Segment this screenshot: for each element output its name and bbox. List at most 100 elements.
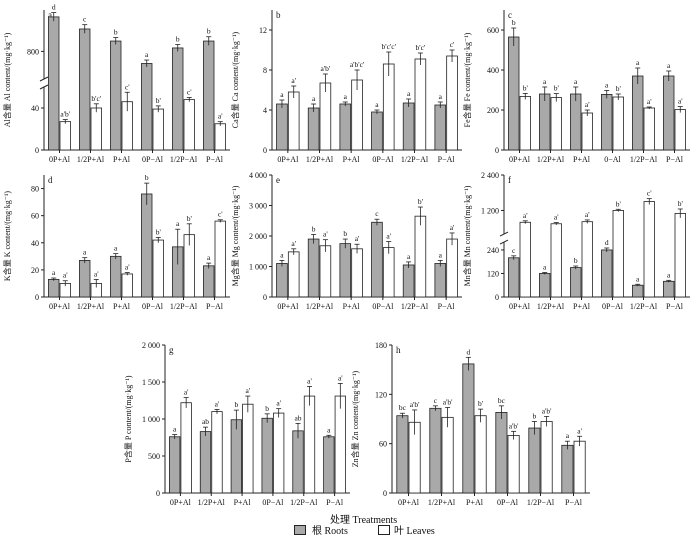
bar-leaves-5 <box>573 440 586 494</box>
significance-letter: a <box>636 58 640 67</box>
significance-letter: a <box>207 253 211 262</box>
bar-leaves-3 <box>152 239 164 298</box>
axis-break-mark <box>499 231 509 237</box>
significance-letter: a <box>344 92 348 101</box>
significance-letter: b' <box>156 96 162 105</box>
y-tick-label: 0 <box>263 293 267 302</box>
bar-leaves-5 <box>214 123 226 151</box>
y-axis-title: Fe含量 Fe content/(mg·kg⁻¹) <box>462 32 472 127</box>
bar-leaves-0 <box>287 251 300 298</box>
y-tick-label: 180 <box>375 341 387 350</box>
bar-leaves-5 <box>674 213 686 298</box>
chart-panel-h: 0 60 120 180 h Zn含量 Zn content/(mg·kg⁻¹) 0P+Al… <box>350 341 590 507</box>
significance-letter: a'b' <box>443 397 453 406</box>
y-tick-label: 0 <box>495 293 499 302</box>
x-tick-label: 1/2P+Al <box>428 498 456 507</box>
x-tick-label: P+Al <box>343 155 361 164</box>
bar-roots-0 <box>48 16 60 151</box>
significance-letter: a' <box>585 100 590 109</box>
y-tick-label: 3 000 <box>249 202 267 211</box>
bar-leaves-1 <box>319 82 332 151</box>
bar-roots-3 <box>601 249 613 298</box>
y-tick-label: 60 <box>379 440 387 449</box>
x-tick-label: 0P−Al <box>602 302 624 311</box>
significance-letter: a'b' <box>410 400 420 409</box>
significance-letter: a' <box>291 76 296 85</box>
bar-roots-5 <box>203 265 215 298</box>
y-tick-label: 0 <box>35 293 39 302</box>
significance-letter: bc <box>399 403 407 412</box>
significance-letter: a' <box>215 399 220 408</box>
significance-letter: b' <box>523 83 529 92</box>
significance-letter: b'c' <box>91 94 101 103</box>
x-tick-label: 1/2P+Al <box>77 155 105 164</box>
significance-letter: a' <box>63 271 68 280</box>
x-tick-label: P+Al <box>466 498 484 507</box>
y-axis-title: Ca含量 Ca content/(mg·kg⁻¹) <box>230 31 240 128</box>
axis-break-mark <box>499 239 509 245</box>
bar-roots-4 <box>402 264 415 298</box>
x-tick-label: P+Al <box>573 302 591 311</box>
significance-letter: a <box>605 80 609 89</box>
x-tick-label: P−Al <box>438 155 456 164</box>
bar-roots-1 <box>307 107 320 151</box>
y-tick-label: 2 000 <box>142 341 160 350</box>
panel-label: g <box>169 345 174 355</box>
significance-letter: a' <box>678 97 683 106</box>
x-tick-label: 1/2P+Al <box>537 302 565 311</box>
y-axis-title: Mg含量 Mg content/(mg·kg⁻¹) <box>230 185 240 286</box>
panel-label: f <box>508 175 511 185</box>
significance-letter: b' <box>187 214 193 223</box>
significance-letter: a <box>574 77 578 86</box>
bar-roots-5 <box>203 40 215 151</box>
x-tick-label: 1/2P−Al <box>527 498 555 507</box>
bar-roots-1 <box>79 259 91 298</box>
y-axis-title: P含量 P content/(mg·kg⁻¹) <box>123 375 133 463</box>
significance-letter: b <box>176 35 180 44</box>
x-tick-label: 0P+Al <box>509 155 531 164</box>
bar-leaves-5 <box>446 55 458 151</box>
bar-roots-2 <box>462 363 475 494</box>
bar-leaves-5 <box>334 395 346 494</box>
y-tick-label: 4 000 <box>249 171 267 180</box>
significance-letter: a <box>566 431 570 440</box>
significance-letter: c' <box>125 82 130 91</box>
x-tick-label: 0P−Al <box>142 155 164 164</box>
bar-roots-0 <box>169 436 181 494</box>
significance-letter: c' <box>187 88 192 97</box>
bar-leaves-5 <box>214 220 226 298</box>
bar-leaves-3 <box>152 108 164 151</box>
y-tick-label: 2 000 <box>249 232 267 241</box>
bar-roots-1 <box>307 238 320 298</box>
y-tick-label: 80 <box>31 185 39 194</box>
significance-letter: a' <box>386 231 391 240</box>
x-tick-label: 0P+Al <box>398 498 420 507</box>
significance-letter: a' <box>338 373 343 382</box>
bar-leaves-0 <box>519 221 531 298</box>
significance-letter: b' <box>616 84 622 93</box>
y-tick-label: 60 <box>31 212 39 221</box>
x-tick-label: P−Al <box>666 302 684 311</box>
bar-leaves-2 <box>581 221 593 298</box>
significance-letter: c <box>375 209 379 218</box>
significance-letter: b <box>312 224 316 233</box>
x-tick-label: 1/2P+Al <box>198 498 226 507</box>
y-axis-title: Mn含量 Mn content/(mg·kg⁻¹) <box>462 185 472 286</box>
x-tick-label: 1/2P+Al <box>77 302 105 311</box>
significance-letter: a' <box>245 386 250 395</box>
panel-label: h <box>396 345 401 355</box>
bar-roots-0 <box>508 36 520 151</box>
bar-roots-2 <box>230 419 242 494</box>
bar-leaves-1 <box>550 97 562 151</box>
panel-label: e <box>276 175 280 185</box>
significance-letter: b <box>265 404 269 413</box>
significance-letter: a <box>543 262 547 271</box>
significance-letter: a <box>52 268 56 277</box>
x-tick-label: P−Al <box>565 498 583 507</box>
bar-roots-3 <box>495 412 508 494</box>
significance-letter: b <box>574 256 578 265</box>
bar-roots-2 <box>339 243 352 298</box>
significance-letter: a <box>280 250 284 259</box>
